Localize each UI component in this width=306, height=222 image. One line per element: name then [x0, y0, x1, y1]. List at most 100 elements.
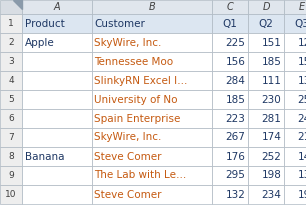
Text: A: A	[54, 2, 60, 12]
Text: D: D	[262, 2, 270, 12]
Bar	[0, 14, 22, 33]
Text: 185: 185	[226, 95, 245, 105]
Bar	[0, 128, 22, 147]
Bar	[92, 71, 212, 90]
Bar	[212, 166, 248, 185]
Bar	[248, 33, 284, 52]
Text: 3: 3	[8, 57, 14, 66]
Bar	[284, 14, 306, 33]
Bar	[248, 109, 284, 128]
Text: 143: 143	[298, 151, 306, 161]
Text: 9: 9	[8, 171, 14, 180]
Text: Customer: Customer	[95, 18, 145, 28]
Text: Banana: Banana	[24, 151, 64, 161]
Bar	[92, 185, 212, 204]
Text: Tennessee Moo: Tennessee Moo	[95, 57, 174, 67]
Bar	[0, 33, 22, 52]
Text: 130: 130	[298, 75, 306, 85]
Text: SkyWire, Inc.: SkyWire, Inc.	[95, 133, 162, 143]
Bar	[284, 185, 306, 204]
Text: B: B	[149, 2, 155, 12]
Text: 223: 223	[226, 113, 245, 123]
Bar	[22, 71, 92, 90]
Bar	[212, 14, 248, 33]
Bar	[92, 90, 212, 109]
Bar	[0, 166, 22, 185]
Bar	[248, 128, 284, 147]
Text: Product: Product	[24, 18, 64, 28]
Bar	[92, 33, 212, 52]
Bar	[212, 71, 248, 90]
Text: 151: 151	[262, 38, 282, 48]
Text: 225: 225	[226, 38, 245, 48]
Text: Apple: Apple	[24, 38, 54, 48]
Text: 267: 267	[226, 133, 245, 143]
Bar	[248, 14, 284, 33]
Text: 156: 156	[226, 57, 245, 67]
Text: 4: 4	[8, 76, 14, 85]
Text: 185: 185	[262, 57, 282, 67]
Text: 134: 134	[298, 170, 306, 180]
Text: The Lab with Le…: The Lab with Le…	[95, 170, 187, 180]
Text: 6: 6	[8, 114, 14, 123]
Bar	[92, 0, 212, 14]
Bar	[212, 90, 248, 109]
Text: 295: 295	[226, 170, 245, 180]
Bar	[284, 147, 306, 166]
Text: 126: 126	[298, 38, 306, 48]
Text: Q2: Q2	[259, 18, 274, 28]
Text: 281: 281	[262, 113, 282, 123]
Bar	[0, 185, 22, 204]
Text: 132: 132	[226, 190, 245, 200]
Text: 252: 252	[262, 151, 282, 161]
Text: 234: 234	[262, 190, 282, 200]
Text: 111: 111	[262, 75, 282, 85]
Bar	[212, 128, 248, 147]
Bar	[284, 90, 306, 109]
Bar	[92, 109, 212, 128]
Text: 8: 8	[8, 152, 14, 161]
Bar	[0, 0, 22, 14]
Bar	[92, 147, 212, 166]
Bar	[22, 52, 92, 71]
Bar	[248, 52, 284, 71]
Bar	[22, 185, 92, 204]
Bar	[212, 147, 248, 166]
Bar	[212, 185, 248, 204]
Bar	[22, 0, 92, 14]
Bar	[92, 128, 212, 147]
Text: 10: 10	[5, 190, 17, 199]
Bar	[248, 0, 284, 14]
Text: 7: 7	[8, 133, 14, 142]
Bar	[0, 109, 22, 128]
Bar	[22, 14, 92, 33]
Bar	[284, 128, 306, 147]
Text: SlinkyRN Excel I…: SlinkyRN Excel I…	[95, 75, 188, 85]
Text: 176: 176	[226, 151, 245, 161]
Text: C: C	[227, 2, 233, 12]
Bar	[248, 71, 284, 90]
Bar	[0, 52, 22, 71]
Bar	[212, 52, 248, 71]
Bar	[0, 147, 22, 166]
Text: Q3: Q3	[295, 18, 306, 28]
Text: Steve Comer: Steve Comer	[95, 190, 162, 200]
Bar	[22, 33, 92, 52]
Bar	[22, 147, 92, 166]
Text: 198: 198	[262, 170, 282, 180]
Text: Q1: Q1	[222, 18, 237, 28]
Text: 1: 1	[8, 19, 14, 28]
Bar	[248, 166, 284, 185]
Bar	[284, 71, 306, 90]
Text: 150: 150	[298, 57, 306, 67]
Bar	[212, 0, 248, 14]
Text: 259: 259	[298, 95, 306, 105]
Bar	[22, 166, 92, 185]
Bar	[284, 52, 306, 71]
Bar	[248, 147, 284, 166]
Text: 2: 2	[8, 38, 14, 47]
Bar	[284, 0, 306, 14]
Text: Spain Enterprise: Spain Enterprise	[95, 113, 181, 123]
Polygon shape	[13, 0, 22, 9]
Text: E: E	[299, 2, 305, 12]
